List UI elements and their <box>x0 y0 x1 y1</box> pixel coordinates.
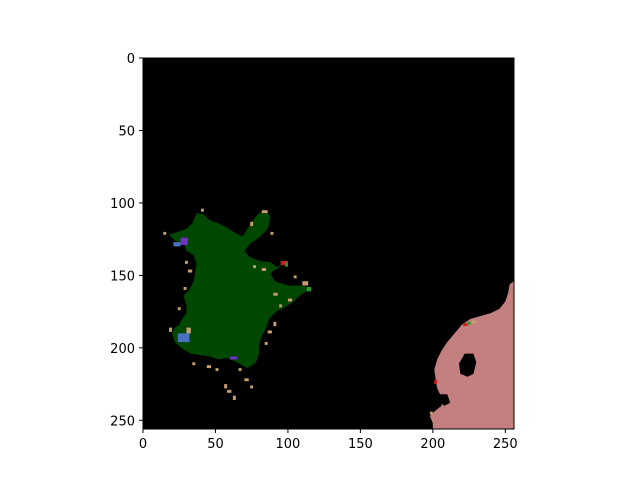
x-tick-label: 200 <box>420 437 445 452</box>
x-tick-label: 150 <box>348 437 373 452</box>
speckle-25 <box>287 298 293 302</box>
speckle-14 <box>250 385 254 389</box>
y-tick-label: 0 <box>127 52 135 67</box>
speckle-35 <box>238 368 242 371</box>
region-background-2 <box>458 353 477 377</box>
speckle-38 <box>467 321 471 325</box>
speckle-3 <box>285 262 288 267</box>
speckle-7 <box>186 327 191 334</box>
speckle-5 <box>306 287 312 292</box>
speckle-4 <box>302 281 309 286</box>
speckle-39 <box>472 320 477 324</box>
speckle-41 <box>429 411 433 415</box>
speckle-27 <box>267 330 272 334</box>
speckle-0 <box>180 237 188 245</box>
speckle-12 <box>232 395 236 400</box>
speckle-19 <box>177 307 181 311</box>
speckle-6 <box>177 333 190 343</box>
x-tick-label: 250 <box>493 437 518 452</box>
speckle-23 <box>273 292 278 296</box>
speckle-2 <box>280 260 288 266</box>
speckle-40 <box>434 379 438 384</box>
y-axis: 0 50 100 150 200 250 <box>110 52 143 429</box>
speckle-37 <box>463 323 468 327</box>
speckle-28 <box>264 342 268 345</box>
y-tick-label: 100 <box>110 197 135 212</box>
region-vegetation-0 <box>169 210 312 369</box>
region-layer <box>169 210 514 429</box>
speckle-20 <box>169 327 172 332</box>
speckle-33 <box>250 221 254 227</box>
speckle-18 <box>183 287 187 290</box>
speckle-29 <box>273 321 277 327</box>
y-tick-label: 150 <box>110 269 135 284</box>
speckle-17 <box>187 269 193 273</box>
speckle-9 <box>261 210 268 214</box>
speckle-1 <box>173 242 181 247</box>
speckle-32 <box>270 231 274 235</box>
speckle-15 <box>163 231 167 235</box>
speckle-36 <box>215 368 219 371</box>
speckle-16 <box>185 260 188 264</box>
speckle-8 <box>230 356 238 360</box>
speckle-31 <box>253 265 256 269</box>
speckle-34 <box>201 208 204 212</box>
speckle-13 <box>244 378 249 382</box>
region-background-3 <box>440 394 451 406</box>
x-tick-label: 100 <box>276 437 301 452</box>
y-tick-label: 250 <box>110 414 135 429</box>
speckle-11 <box>227 389 232 393</box>
x-tick-label: 0 <box>139 437 147 452</box>
speckle-24 <box>279 304 283 308</box>
speckle-21 <box>192 362 196 366</box>
y-tick-label: 50 <box>118 124 135 139</box>
speckle-layer <box>163 208 477 415</box>
speckle-10 <box>224 384 228 389</box>
x-axis: 0 50 100 150 200 250 <box>139 429 518 452</box>
speckle-30 <box>261 268 267 271</box>
plot-frame <box>142 57 515 430</box>
speckle-22 <box>206 365 212 369</box>
speckle-26 <box>293 275 297 279</box>
x-tick-label: 50 <box>207 437 224 452</box>
y-tick-label: 200 <box>110 342 135 357</box>
